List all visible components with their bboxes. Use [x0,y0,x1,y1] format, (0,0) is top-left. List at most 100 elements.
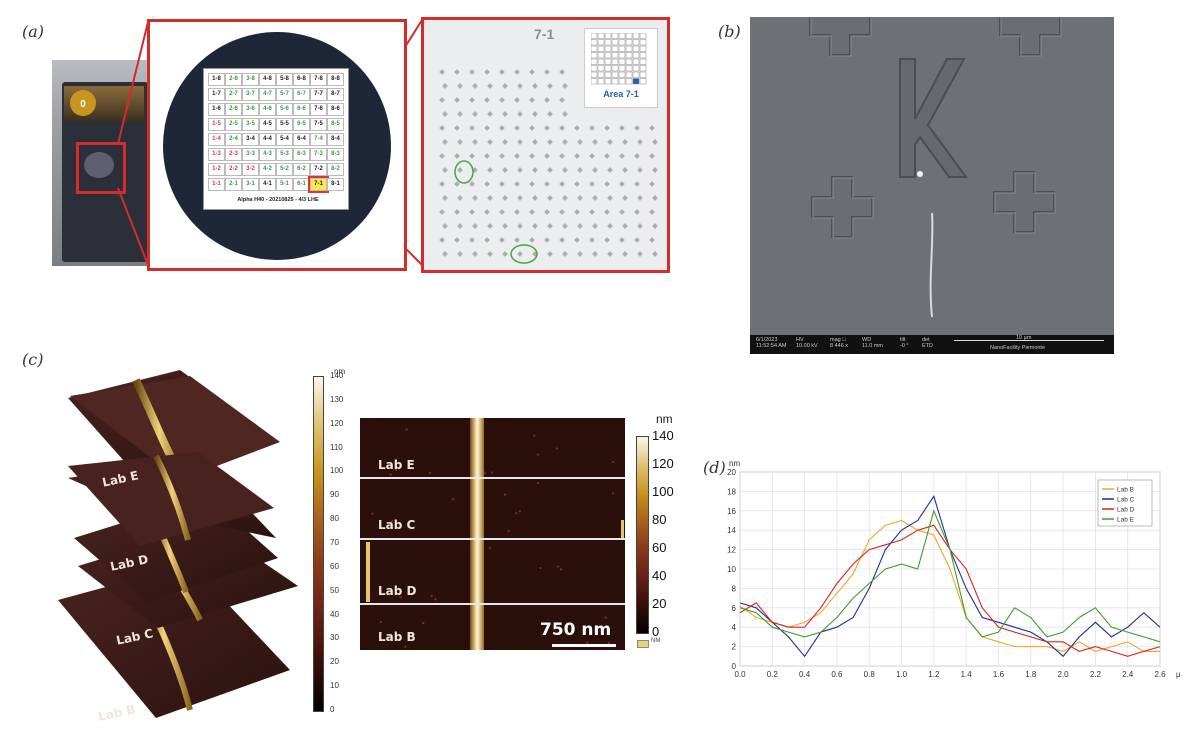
marker-dot [544,97,550,103]
colorbar-3d-tick: 130 [330,394,344,404]
chart-legend: Lab B Lab C Lab D Lab E [1097,479,1153,527]
inset-cell [632,65,640,72]
inset-cell [639,52,647,59]
marker-dot [592,251,598,257]
afm-speckle [379,620,383,624]
y-tick-label: 20 [727,468,736,477]
sem-info-col6: det ETD [922,337,933,349]
chip-cell: 8-7 [327,88,344,101]
marker-dot [502,111,508,117]
chip-cell: 6-3 [293,148,310,161]
marker-dot [559,209,565,215]
marker-dot [619,237,625,243]
panel-b-label: (b) [718,22,741,41]
marker-dot [562,251,568,257]
chip-cell: 4-2 [259,163,276,176]
area-inset-grid [591,33,647,85]
y-tick-label: 6 [732,604,737,613]
inset-cell [639,45,647,52]
colorbar-3d-tick: 40 [330,609,339,619]
colorbar-3d-tick: 60 [330,561,339,571]
series-line-lab-e [739,509,1161,643]
marker-dot [532,111,538,117]
legend-label: Lab D [1117,507,1135,514]
marker-dot [547,139,553,145]
x-tick-label: 2.4 [1122,670,1134,679]
chip-cell: 2-6 [225,103,242,116]
y-tick-label: 16 [727,507,736,516]
inset-cell [604,52,612,59]
colorbar-3d-tick: 80 [330,514,339,524]
sem-tilt-value: -0 ° [900,343,909,349]
marker-dot [562,195,568,201]
marker-dot [529,181,535,187]
chip-cell: 3-7 [242,88,259,101]
sem-hv-value: 10.00 kV [796,343,818,349]
inset-cell [591,78,598,85]
inset-cell [611,78,619,85]
chip-cell: 1-1 [208,178,225,191]
sem-det-label: det [922,337,930,343]
marker-dot [637,195,643,201]
marker-dot [502,195,508,201]
area-zoom-title: 7-1 [534,26,555,42]
colorbar-2d-tick: 100 [652,484,674,499]
x-tick-label: 1.8 [1025,670,1037,679]
inset-cell [604,78,612,85]
map-label-lab-d: Lab D [378,584,417,598]
afm-speckle [612,460,615,464]
afm-speckle [422,621,425,625]
marker-dot [499,125,505,131]
afm-speckle [533,434,536,437]
marker-dot [517,195,523,201]
sem-det-value: ETD [922,343,933,349]
marker-dot [529,209,535,215]
chip-cell: 3-5 [242,118,259,131]
afm-3d-stack [58,370,298,718]
marker-dot [529,97,535,103]
x-tick-label: 1.6 [993,670,1005,679]
colorbar-3d-tick: 50 [330,585,339,595]
marker-dot [559,181,565,187]
inset-cell [611,33,619,39]
afm-divider-1 [360,477,625,479]
inset-cell [591,58,598,65]
inset-cell [625,45,633,52]
inset-cell [625,78,633,85]
green-circles [454,160,538,264]
marker-dot [544,153,550,159]
sem-time: 11:52:54 AM [756,343,787,349]
marker-dot [517,223,523,229]
marker-dot [574,181,580,187]
gel-pak-badge-text: 0 [80,99,86,110]
marker-dot [559,237,565,243]
scale-bar-text: 750 nm [540,620,612,640]
inset-cell [625,33,633,39]
panel-d-label: (d) [703,458,726,477]
y-tick-label: 18 [727,487,736,496]
inset-cell [591,52,598,59]
inset-cell [618,52,626,59]
marker-dot [574,153,580,159]
sem-info-col4: WD 11.0 mm [862,337,883,349]
inset-cell [632,71,640,78]
afm-speckle [405,428,408,431]
inset-cell [597,39,605,46]
colorbar-2d-footer: NM [651,638,661,644]
chip-cell: 5-6 [276,103,293,116]
sem-info-col2: HV 10.00 kV [796,337,818,349]
area-inset: Area 7-1 [584,28,658,108]
colorbar-3d-unit: nm [334,367,346,376]
chip-cell: 7-7 [310,88,327,101]
chip-cell: 7-8 [310,73,327,86]
x-unit-label: µm [1176,670,1180,679]
y-unit-label: nm [729,459,741,468]
afm-speckle [503,493,507,496]
colorbar-3d-tick: 0 [330,705,335,714]
panel-a-label: (a) [22,22,45,41]
x-tick-label: 1.2 [928,670,940,679]
marker-dot [607,139,613,145]
afm-artifact [366,542,370,602]
marker-dot [514,97,520,103]
marker-dot [604,209,610,215]
